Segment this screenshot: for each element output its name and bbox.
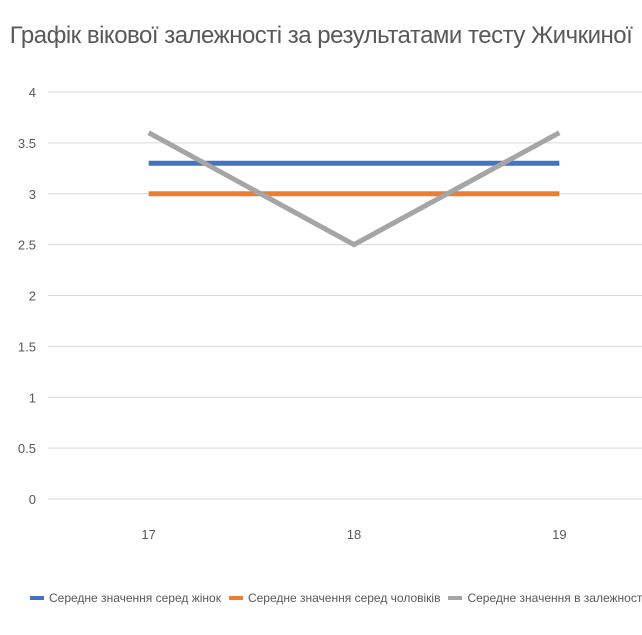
legend-swatch [30, 596, 44, 600]
legend-swatch [228, 596, 243, 600]
chart-title: Графік вікової залежності за результатам… [9, 22, 633, 49]
x-tick-label: 19 [552, 527, 566, 542]
legend-label: Середне значення серед жінок [49, 591, 221, 605]
legend-label: Середне значення в залежності від віку [467, 591, 642, 605]
y-axis-tick-labels: 0 0.5 1 1.5 2 2.5 3 3.5 4 [18, 85, 36, 507]
legend: Середне значення серед жінок Середне знач… [30, 591, 642, 605]
x-tick-label: 18 [347, 527, 361, 542]
y-tick-label: 1.5 [18, 339, 36, 354]
y-tick-label: 2 [29, 289, 36, 304]
y-tick-label: 0.5 [18, 441, 36, 456]
x-axis-tick-labels: 17 18 19 [141, 527, 566, 542]
y-tick-label: 1 [29, 390, 36, 405]
series-line-3 [147, 130, 561, 248]
y-tick-label: 0 [29, 492, 36, 507]
legend-item: Середне значення серед чоловіків [228, 591, 441, 605]
legend-item: Середне значення серед жінок [30, 591, 221, 605]
legend-swatch [448, 596, 463, 600]
y-tick-label: 4 [29, 85, 36, 100]
y-tick-label: 3 [29, 187, 36, 202]
y-tick-label: 2.5 [18, 238, 36, 253]
series-lines [147, 130, 561, 248]
y-tick-label: 3.5 [18, 136, 36, 151]
x-tick-label: 17 [141, 527, 155, 542]
gridlines [48, 91, 642, 500]
legend-item: Середне значення в залежності від віку [448, 591, 642, 605]
legend-label: Середне значення серед чоловіків [247, 591, 441, 605]
